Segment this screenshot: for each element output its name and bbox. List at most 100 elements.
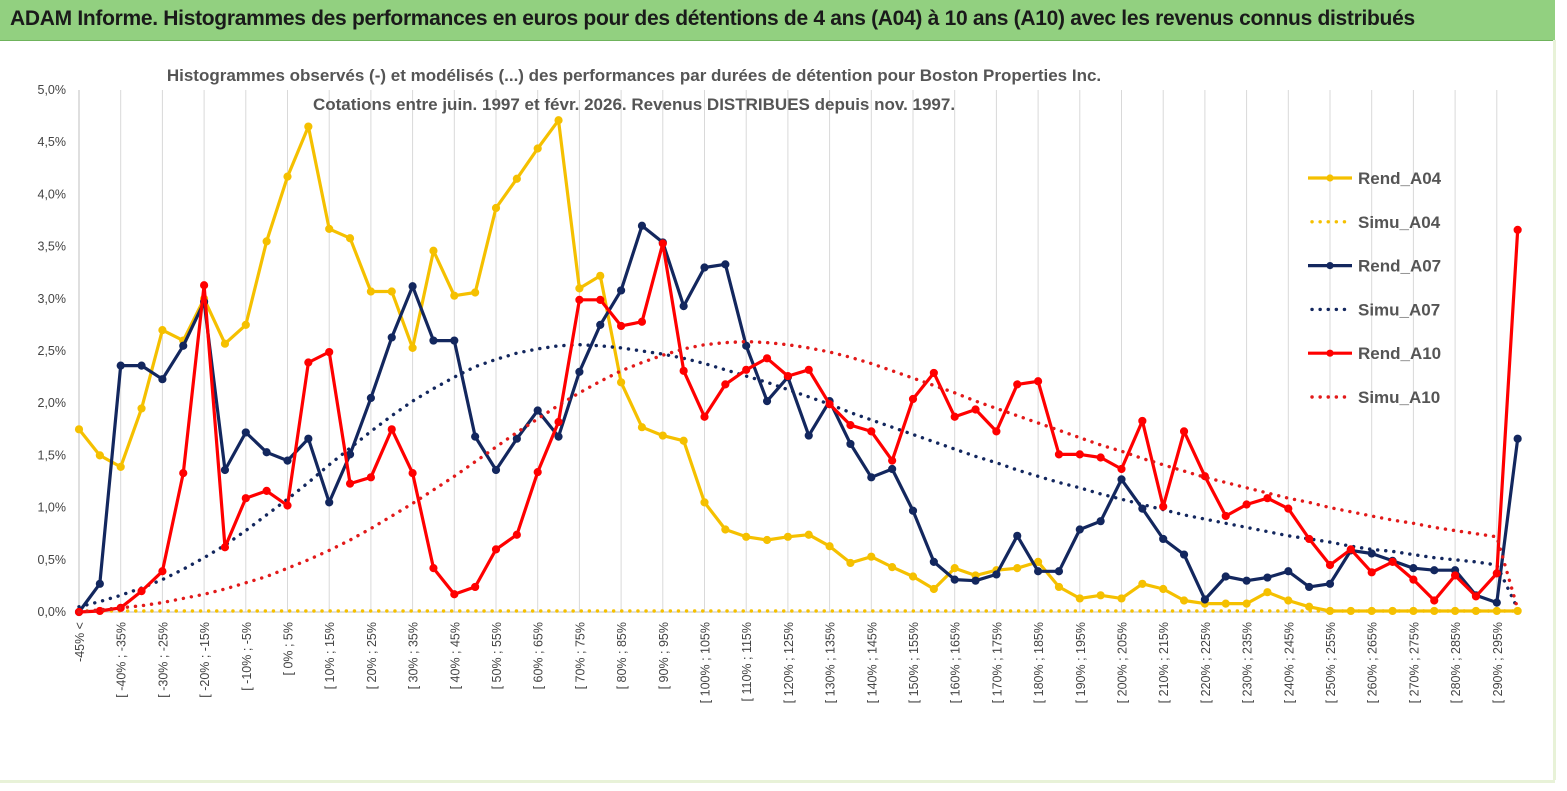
data-point-rend-a04 [596,271,605,280]
data-point-rend-a10 [1013,380,1022,389]
data-point-rend-a04 [617,378,626,387]
data-point-rend-a04 [491,203,501,213]
data-point-rend-a10 [1471,592,1481,601]
data-point-rend-a10 [283,501,292,510]
data-point-rend-a07 [1054,567,1064,576]
report-title: ADAM Informe. Histogrammes des performan… [10,7,1415,30]
data-point-rend-a10 [262,486,271,495]
data-point-rend-a04 [1117,594,1126,603]
data-point-rend-a04 [658,431,667,440]
chart-subtitle: Cotations entre juin. 1997 et févr. 2026… [313,95,955,114]
y-axis-ticks: 0,0% 0,5% 1,0% 1,5% 2,0% 2,5% 3,0% 3,5% 4,0% 4,5%… [38,83,67,619]
data-point-rend-a07 [867,473,876,482]
data-point-rend-a04 [804,530,813,539]
x-tick-label: -45% < [73,622,87,662]
data-point-rend-a07 [179,341,188,350]
y-tick-label: 3,0% [38,292,67,306]
data-point-rend-a04 [742,532,751,541]
data-point-rend-a10 [617,321,626,331]
data-point-rend-a07 [1159,534,1168,544]
data-point-rend-a04 [762,535,772,545]
data-point-rend-a10 [1096,453,1105,462]
data-point-rend-a07 [762,397,772,406]
data-point-rend-a07 [846,439,855,449]
data-point-rend-a10 [429,564,438,573]
data-point-rend-a07 [533,406,542,415]
data-point-rend-a04 [345,234,355,243]
x-tick-label: [ -10% ; -5% [240,622,254,691]
data-point-rend-a07 [1513,434,1522,443]
data-point-rend-a07 [304,434,313,443]
data-point-rend-a10 [1430,596,1439,605]
data-point-rend-a10 [992,427,1001,436]
data-point-rend-a07 [908,506,918,515]
data-point-rend-a04 [929,584,938,594]
data-point-rend-a10 [1159,502,1168,511]
legend-label-rend-a10: Rend_A10 [1358,344,1441,363]
x-tick-label: [ 150% ; 155% [907,622,921,703]
data-point-rend-a10 [491,545,501,554]
data-point-rend-a10 [888,456,897,465]
data-point-rend-a10 [387,425,396,434]
data-point-rend-a04 [721,525,730,534]
data-point-rend-a07 [804,431,813,440]
data-point-rend-a10 [1075,450,1084,459]
data-point-rend-a10 [1492,569,1501,578]
legend-label-rend-a07: Rend_A07 [1358,257,1441,276]
x-tick-label: [ 270% ; 275% [1407,622,1421,703]
data-point-rend-a07 [471,432,480,441]
x-tick-label: [ 50% ; 55% [490,622,504,689]
x-tick-label: [ 130% ; 135% [824,622,838,703]
x-tick-label: [ 200% ; 205% [1116,622,1130,703]
data-point-rend-a07 [220,465,230,475]
data-point-rend-a04 [387,287,396,296]
data-point-rend-a10 [366,473,375,482]
data-point-rend-a04 [408,343,417,352]
data-point-rend-a10 [1305,534,1314,544]
x-tick-label: [ 100% ; 105% [699,622,713,703]
data-point-rend-a07 [992,570,1001,579]
data-point-rend-a07 [137,361,146,370]
data-point-rend-a07 [1409,564,1418,573]
axes [78,90,1518,613]
data-point-rend-a07 [950,575,959,584]
y-tick-label: 0,0% [38,605,67,619]
data-point-rend-a04 [1242,599,1251,608]
data-point-rend-a10 [825,400,834,409]
legend-label-simu-a04: Simu_A04 [1358,213,1441,232]
data-point-rend-a04 [366,287,375,296]
data-point-rend-a07 [742,341,751,350]
data-point-rend-a07 [1096,517,1105,526]
data-point-rend-a07 [679,302,688,311]
x-tick-label: [ 290% ; 295% [1491,622,1505,703]
data-point-rend-a04 [304,122,313,131]
data-point-rend-a10 [762,354,772,363]
data-point-rend-a10 [345,479,355,488]
data-point-rend-a07 [116,361,125,370]
data-point-rend-a07 [575,367,584,376]
data-point-rend-a04 [1305,602,1314,611]
data-point-rend-a10 [1242,500,1251,509]
data-point-rend-a04 [783,532,793,541]
data-point-rend-a07 [1284,567,1293,576]
data-point-rend-a07 [1013,531,1022,540]
data-point-rend-a07 [888,464,897,474]
x-tick-label: [ 220% ; 225% [1199,622,1213,703]
data-point-rend-a10 [158,567,167,576]
data-point-rend-a04 [325,224,334,233]
data-point-rend-a10 [1388,557,1397,566]
legend-marker-rend-a07 [1326,262,1334,270]
y-tick-label: 4,0% [38,187,67,201]
data-point-rend-a10 [1346,545,1355,554]
data-point-rend-a04 [575,284,584,293]
data-point-rend-a10 [1409,575,1418,584]
data-point-rend-a04 [471,288,480,297]
data-point-rend-a07 [158,375,167,384]
data-point-rend-a07 [1075,525,1084,534]
data-point-rend-a10 [512,530,521,539]
data-point-rend-a04 [158,326,167,335]
data-point-rend-a10 [950,412,959,421]
x-tick-label: [ -30% ; -25% [156,622,170,698]
data-point-rend-a07 [512,434,521,443]
data-point-rend-a07 [1263,573,1272,582]
